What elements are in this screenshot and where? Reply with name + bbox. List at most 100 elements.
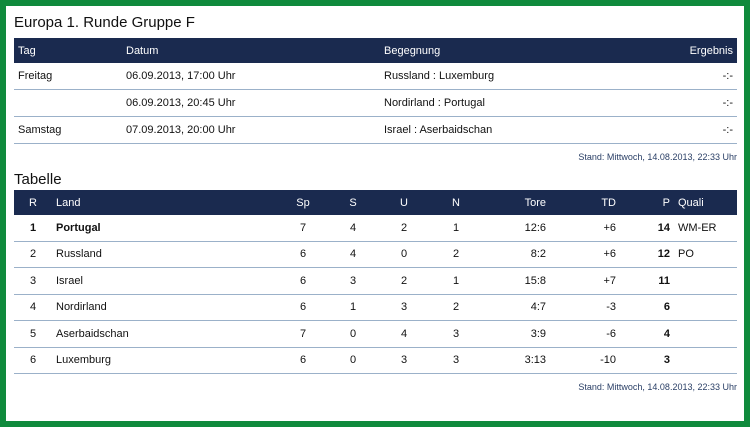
col-begegnung: Begegnung bbox=[384, 44, 441, 57]
goal-diff: +7 bbox=[550, 267, 620, 295]
fixture-tag: Samstag bbox=[14, 116, 122, 144]
draws: 3 bbox=[378, 347, 430, 374]
losses: 2 bbox=[430, 241, 482, 268]
draws: 2 bbox=[378, 215, 430, 242]
col-n: N bbox=[452, 196, 460, 209]
standings-table: R Land Sp S U N Tore TD P Quali 1 Portug… bbox=[14, 190, 737, 374]
col-rank: R bbox=[29, 196, 37, 209]
wins: 4 bbox=[328, 215, 378, 242]
fixture-begegnung: Nordirland : Portugal bbox=[380, 89, 638, 117]
goals: 15:8 bbox=[482, 267, 550, 295]
col-tag: Tag bbox=[18, 44, 36, 57]
col-tore: Tore bbox=[524, 196, 546, 209]
played: 7 bbox=[278, 215, 328, 242]
goal-diff: -3 bbox=[550, 294, 620, 321]
rank: 4 bbox=[14, 294, 52, 321]
fixture-begegnung: Russland : Luxemburg bbox=[380, 63, 638, 90]
team: Nordirland bbox=[52, 294, 278, 321]
losses: 2 bbox=[430, 294, 482, 321]
rank: 3 bbox=[14, 267, 52, 295]
team: Russland bbox=[52, 241, 278, 268]
fixtures-header-row: Tag Datum Begegnung Ergebnis bbox=[14, 38, 737, 63]
fixture-row: 06.09.2013, 20:45 Uhr Nordirland : Portu… bbox=[14, 89, 737, 117]
col-ergebnis: Ergebnis bbox=[689, 44, 733, 57]
table-row: 1 Portugal 7 4 2 1 12:6 +6 14 WM-ER bbox=[14, 215, 737, 242]
col-u: U bbox=[400, 196, 408, 209]
fixture-begegnung: Israel : Aserbaidschan bbox=[380, 116, 638, 144]
goal-diff: -6 bbox=[550, 320, 620, 348]
goal-diff: +6 bbox=[550, 215, 620, 242]
played: 6 bbox=[278, 241, 328, 268]
goals: 8:2 bbox=[482, 241, 550, 268]
points: 3 bbox=[620, 347, 674, 374]
losses: 1 bbox=[430, 215, 482, 242]
col-p: P bbox=[662, 196, 670, 209]
col-sp: Sp bbox=[296, 196, 310, 209]
table-row: 4 Nordirland 6 1 3 2 4:7 -3 6 bbox=[14, 294, 737, 321]
goals: 3:9 bbox=[482, 320, 550, 348]
table-row: 5 Aserbaidschan 7 0 4 3 3:9 -6 4 bbox=[14, 320, 737, 348]
losses: 3 bbox=[430, 320, 482, 348]
points: 4 bbox=[620, 320, 674, 348]
fixture-ergebnis: -:- bbox=[638, 116, 737, 144]
wins: 3 bbox=[328, 267, 378, 295]
wins: 0 bbox=[328, 320, 378, 348]
points: 14 bbox=[620, 215, 674, 242]
rank: 6 bbox=[14, 347, 52, 374]
team: Portugal bbox=[52, 215, 278, 242]
goals: 12:6 bbox=[482, 215, 550, 242]
col-land: Land bbox=[56, 196, 81, 209]
qualification bbox=[674, 294, 737, 321]
goals: 4:7 bbox=[482, 294, 550, 321]
goals: 3:13 bbox=[482, 347, 550, 374]
fixture-datum: 07.09.2013, 20:00 Uhr bbox=[122, 116, 380, 144]
fixture-row: Samstag 07.09.2013, 20:00 Uhr Israel : A… bbox=[14, 116, 737, 144]
rank: 2 bbox=[14, 241, 52, 268]
wins: 0 bbox=[328, 347, 378, 374]
fixtures-timestamp: Stand: Mittwoch, 14.08.2013, 22:33 Uhr bbox=[578, 152, 737, 162]
draws: 3 bbox=[378, 294, 430, 321]
qualification: PO bbox=[674, 241, 737, 268]
team: Aserbaidschan bbox=[52, 320, 278, 348]
col-s: S bbox=[349, 196, 357, 209]
points: 11 bbox=[620, 267, 674, 295]
draws: 2 bbox=[378, 267, 430, 295]
fixture-row: Freitag 06.09.2013, 17:00 Uhr Russland :… bbox=[14, 63, 737, 90]
qualification bbox=[674, 320, 737, 348]
points: 12 bbox=[620, 241, 674, 268]
played: 7 bbox=[278, 320, 328, 348]
draws: 0 bbox=[378, 241, 430, 268]
points: 6 bbox=[620, 294, 674, 321]
fixture-datum: 06.09.2013, 20:45 Uhr bbox=[122, 89, 380, 117]
wins: 1 bbox=[328, 294, 378, 321]
table-timestamp: Stand: Mittwoch, 14.08.2013, 22:33 Uhr bbox=[578, 382, 737, 392]
qualification bbox=[674, 347, 737, 374]
fixture-ergebnis: -:- bbox=[638, 89, 737, 117]
page-title: Europa 1. Runde Gruppe F bbox=[14, 14, 195, 31]
table-row: 6 Luxemburg 6 0 3 3 3:13 -10 3 bbox=[14, 347, 737, 374]
fixture-ergebnis: -:- bbox=[638, 63, 737, 90]
wins: 4 bbox=[328, 241, 378, 268]
goal-diff: -10 bbox=[550, 347, 620, 374]
col-datum: Datum bbox=[126, 44, 159, 57]
fixture-tag bbox=[14, 89, 122, 117]
col-td: TD bbox=[601, 196, 616, 209]
rank: 5 bbox=[14, 320, 52, 348]
fixture-tag: Freitag bbox=[14, 63, 122, 90]
losses: 1 bbox=[430, 267, 482, 295]
losses: 3 bbox=[430, 347, 482, 374]
table-row: 3 Israel 6 3 2 1 15:8 +7 11 bbox=[14, 267, 737, 295]
qualification bbox=[674, 267, 737, 295]
played: 6 bbox=[278, 294, 328, 321]
qualification: WM-ER bbox=[674, 215, 737, 242]
standings-header-row: R Land Sp S U N Tore TD P Quali bbox=[14, 190, 737, 215]
played: 6 bbox=[278, 267, 328, 295]
goal-diff: +6 bbox=[550, 241, 620, 268]
rank: 1 bbox=[14, 215, 52, 242]
team: Israel bbox=[52, 267, 278, 295]
draws: 4 bbox=[378, 320, 430, 348]
col-quali: Quali bbox=[678, 196, 704, 209]
played: 6 bbox=[278, 347, 328, 374]
table-title: Tabelle bbox=[14, 171, 62, 188]
content: Europa 1. Runde Gruppe F Tag Datum Begeg… bbox=[14, 12, 737, 400]
